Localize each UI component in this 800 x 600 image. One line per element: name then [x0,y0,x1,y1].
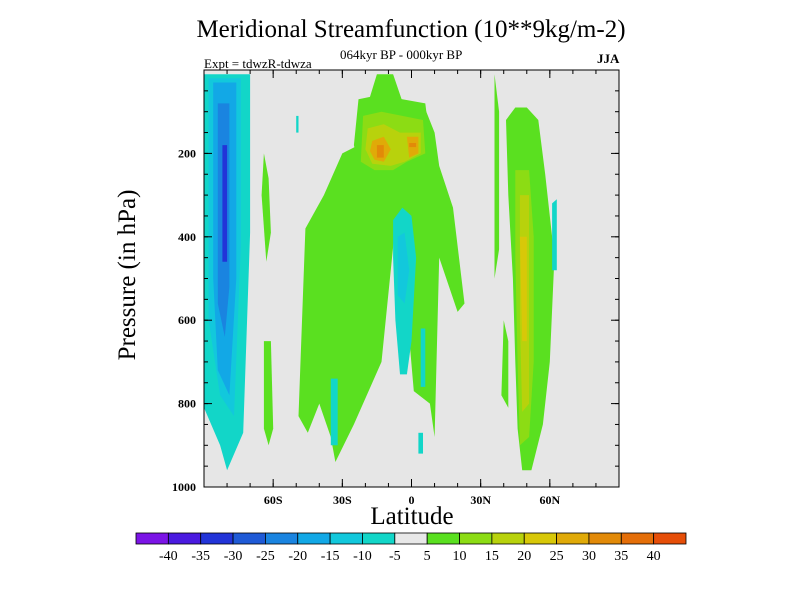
y-tick-label: 1000 [172,480,196,494]
colorbar-label: -35 [191,549,210,564]
colorbar-box [556,532,590,545]
colorbar-label: 35 [614,549,628,564]
contour-region [261,153,271,262]
contour-region [552,199,557,271]
colorbar-label: -40 [159,549,178,564]
contour-region [420,328,426,387]
colorbar-box [362,532,396,545]
experiment-label: Expt = tdwzR-tdwza [204,56,312,71]
x-tick-label: 30S [333,493,352,507]
colorbar-box [135,532,169,545]
season-label: JJA [597,51,620,66]
colorbar-box [491,532,525,545]
x-tick-label: 30N [470,493,491,507]
contour-region [409,143,417,148]
x-tick-label: 60S [264,493,283,507]
colorbar-label: 15 [485,549,499,564]
chart-subtitle: 064kyr BP - 000kyr BP [340,47,463,62]
axes: 60S 30S 0 30N 60N 200 400 600 800 1000 [172,69,620,507]
colorbar-label: 5 [424,549,431,564]
colorbar-label: 30 [582,549,596,564]
colorbar-box [620,532,655,545]
colorbar-label: -10 [353,549,372,564]
colorbar-label: 40 [647,549,661,564]
colorbar-label: -20 [288,549,307,564]
y-tick-label: 800 [178,397,196,411]
colorbar-box [523,532,557,545]
colorbar-box [297,532,331,545]
contour-region [222,145,228,262]
contour-region [397,232,410,304]
contour-region [418,432,423,454]
colorbar: -40 -35 -30 -25 -20 -15 -10 -5 5 10 15 20 25 30 35 40 [135,532,687,564]
x-axis-label: Latitude [370,503,454,530]
y-tick-label: 400 [178,230,196,244]
colorbar-box [394,532,428,545]
contour-region [406,136,419,158]
y-tick-label: 600 [178,313,196,327]
colorbar-box [588,532,622,545]
contour-region [494,74,500,279]
chart-title: Meridional Streamfunction (10**9kg/m-2) [196,16,626,43]
colorbar-label: -15 [321,549,340,564]
colorbar-label: -25 [256,549,275,564]
colorbar-label: -5 [389,549,401,564]
colorbar-label: 25 [550,549,564,564]
contour-region [263,341,274,446]
colorbar-box [653,532,687,545]
x-tick-label: 60N [539,493,560,507]
colorbar-box [426,532,460,545]
colorbar-box [459,532,493,545]
colorbar-box [200,532,234,545]
colorbar-label: 10 [453,549,467,564]
contour-region [519,236,527,342]
contour-region [501,320,509,408]
colorbar-box [329,532,363,545]
colorbar-label: -30 [224,549,243,564]
y-tick-label: 200 [178,146,196,160]
contour-region [296,115,299,133]
x-tick-label: 0 [409,493,415,507]
contour-region [330,378,338,446]
colorbar-box [167,532,202,545]
plot-area [204,70,619,487]
colorbar-box [265,532,299,545]
contour-region [376,145,384,158]
colorbar-label: 20 [517,549,531,564]
colorbar-box [232,532,266,545]
